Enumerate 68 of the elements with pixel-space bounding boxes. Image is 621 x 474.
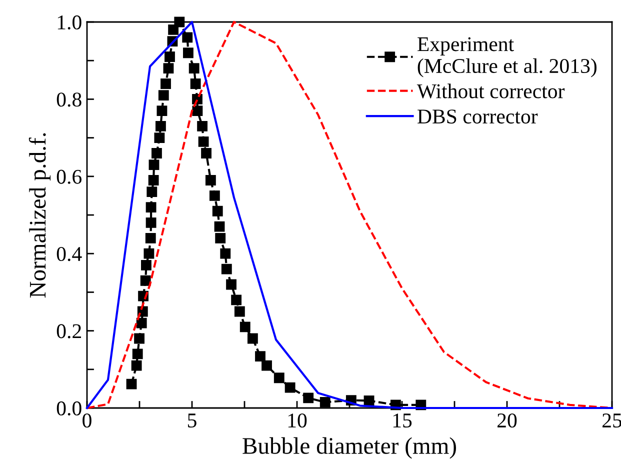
point <box>134 333 144 344</box>
point <box>364 395 374 406</box>
point <box>148 175 159 186</box>
point <box>201 148 212 158</box>
legend-label: DBS corrector <box>418 110 538 124</box>
point <box>156 121 166 132</box>
point <box>163 63 174 74</box>
point <box>284 382 296 393</box>
point <box>190 78 201 89</box>
point <box>140 275 151 286</box>
point <box>198 136 209 147</box>
point <box>148 160 160 170</box>
point <box>209 190 220 201</box>
x-tick-label: 0 <box>82 413 92 428</box>
point <box>197 121 208 132</box>
x-tick-label: 15 <box>393 414 412 428</box>
point <box>231 294 242 306</box>
x-tick-label: 10 <box>288 413 307 428</box>
point <box>240 322 250 332</box>
point <box>168 24 179 35</box>
y-axis-title: Normalized p.d.f. <box>28 133 51 298</box>
legend-label: Experiment (McClure et al. 2013) <box>418 37 596 78</box>
x-tick-label: 20 <box>498 413 517 428</box>
point <box>131 360 142 371</box>
point <box>146 202 156 212</box>
point <box>234 306 245 317</box>
y-tick-label: 0.0 <box>56 401 82 416</box>
point <box>215 232 226 244</box>
point <box>164 52 175 62</box>
point <box>182 32 193 43</box>
point <box>144 248 154 259</box>
point <box>132 348 143 360</box>
point <box>188 63 200 74</box>
point <box>183 48 194 58</box>
point <box>141 260 152 270</box>
point <box>145 232 156 244</box>
point <box>146 186 158 198</box>
point <box>221 264 232 274</box>
point <box>303 392 314 404</box>
point <box>158 90 169 101</box>
x-axis-title: Bubble diameter (mm) <box>242 437 456 459</box>
point <box>126 378 137 390</box>
y-tick-label: 1.0 <box>58 15 82 30</box>
point <box>156 106 168 116</box>
line-series <box>86 20 614 410</box>
point <box>160 78 171 89</box>
point <box>274 372 284 384</box>
legend-label: Without corrector <box>416 84 565 98</box>
point <box>174 16 185 28</box>
point <box>226 279 236 290</box>
point <box>320 397 330 408</box>
point <box>214 221 225 232</box>
point <box>247 333 258 344</box>
point <box>255 351 266 362</box>
point <box>262 360 272 371</box>
point <box>136 318 147 328</box>
point <box>220 248 231 259</box>
y-tick-label: 0.4 <box>56 246 82 262</box>
y-tick-label: 0.8 <box>56 92 82 107</box>
x-tick-label: 5 <box>188 414 196 428</box>
point <box>152 148 162 158</box>
point <box>205 175 216 186</box>
point <box>212 206 223 216</box>
point <box>192 106 203 116</box>
y-tick-label: 0.6 <box>56 170 82 184</box>
point <box>154 132 165 144</box>
y-tick-label: 0.2 <box>56 324 81 338</box>
point <box>146 218 156 228</box>
